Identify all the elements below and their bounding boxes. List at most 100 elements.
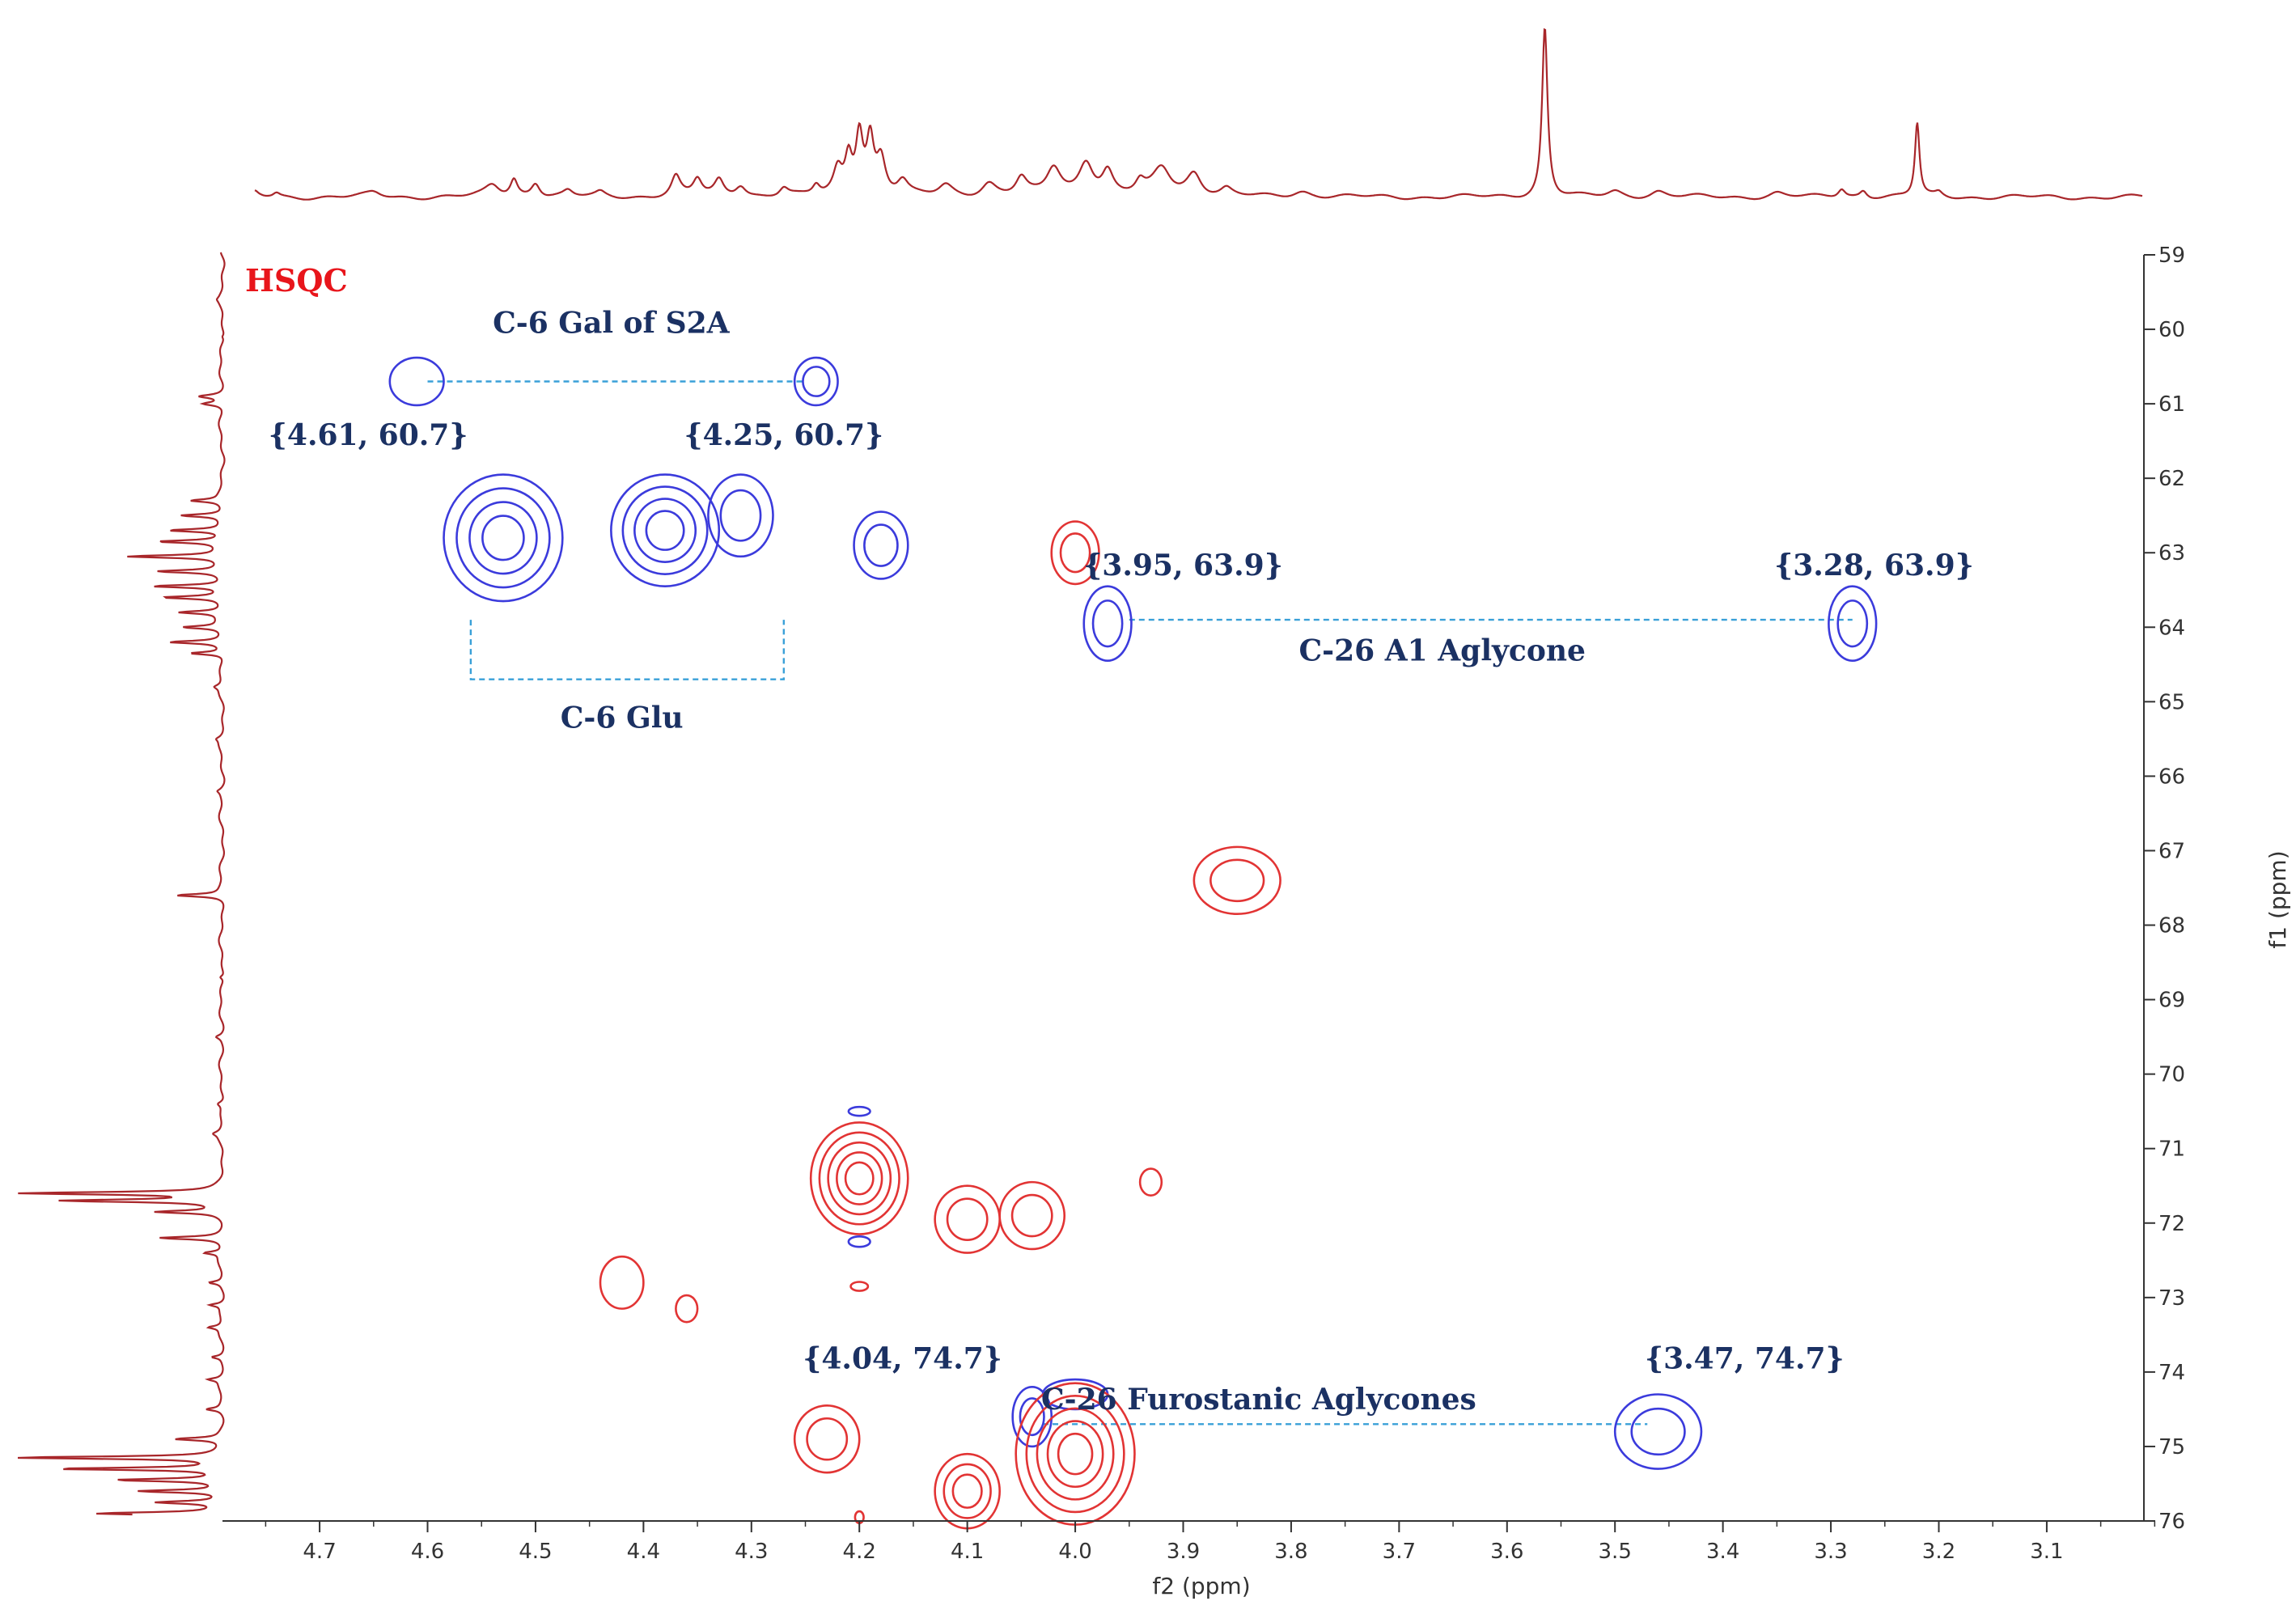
x-tick-label: 4.3	[735, 1540, 768, 1564]
y-tick-label: 76	[2158, 1510, 2185, 1534]
red-cross-peak	[809, 1121, 909, 1235]
contour-level	[1025, 1395, 1125, 1514]
x-tick-label: 3.5	[1599, 1540, 1632, 1564]
y-tick-label: 75	[2158, 1435, 2185, 1459]
f1-projection-line	[17, 252, 226, 1516]
red-cross-peak	[675, 1294, 699, 1324]
contour-level	[1082, 585, 1133, 663]
x-tick-label: 3.6	[1490, 1540, 1523, 1564]
contour-level	[793, 356, 839, 407]
f1-projection-trace	[17, 252, 226, 1516]
assignment-guides	[427, 380, 1853, 1425]
blue-cross-peak	[1613, 1393, 1703, 1470]
label-c6-gal: C-6 Gal of S2A	[493, 307, 731, 341]
contour-level	[793, 1404, 861, 1474]
contour-level	[633, 498, 697, 563]
contour-level	[809, 1121, 909, 1235]
contour-level	[847, 1105, 871, 1117]
contour-level	[1057, 1432, 1094, 1476]
contour-level	[1019, 1397, 1045, 1437]
red-cross-peak	[1192, 845, 1281, 916]
f2-projection-trace	[254, 28, 2143, 201]
blue-cross-peak	[793, 356, 839, 407]
contour-level	[1046, 1420, 1104, 1489]
contour-level	[951, 1473, 983, 1509]
contour-level	[719, 489, 762, 542]
guide-c6-glu	[469, 620, 786, 680]
blue-cross-peak	[707, 473, 774, 558]
label-c26-furostanic: C-26 Furostanic Aglycones	[1041, 1383, 1476, 1417]
contour-level	[675, 1294, 699, 1324]
contour-level	[1209, 858, 1265, 903]
contour-level	[1836, 599, 1869, 648]
contour-level	[1613, 1393, 1703, 1470]
x-tick-label: 4.1	[951, 1540, 984, 1564]
blue-cross-peak	[1082, 585, 1133, 663]
blue-cross-peak	[847, 1105, 871, 1117]
contour-level	[844, 1161, 875, 1196]
contour-level	[836, 1151, 883, 1205]
y-tick-label: 73	[2158, 1286, 2185, 1311]
label-c6-glu: C-6 Glu	[561, 701, 684, 735]
contour-level	[455, 487, 551, 589]
y-tick-label: 65	[2158, 690, 2185, 714]
blue-cross-peak	[610, 473, 721, 587]
blue-cross-peak	[853, 510, 909, 580]
label-3-47-74-7: {3.47, 74.7}	[1645, 1341, 1845, 1375]
contour-level	[1059, 532, 1091, 574]
red-cross-peak	[599, 1255, 645, 1310]
red-cross-peak	[1050, 520, 1100, 586]
cross-peak-contours	[388, 356, 1878, 1530]
contour-level	[468, 501, 538, 575]
contour-level	[806, 1417, 849, 1461]
contour-level	[599, 1255, 645, 1310]
blue-cross-peak	[847, 1235, 871, 1248]
label-4-61-60-7: {4.61, 60.7}	[269, 418, 468, 452]
y-tick-label: 59	[2158, 244, 2185, 268]
contour-level	[707, 473, 774, 558]
y-tick-label: 74	[2158, 1361, 2185, 1385]
x-tick-label: 3.4	[1706, 1540, 1739, 1564]
red-cross-peak	[1015, 1382, 1136, 1526]
label-3-95-63-9: {3.95, 63.9}	[1083, 549, 1283, 582]
contour-level	[998, 1180, 1066, 1251]
y-tick-label: 64	[2158, 616, 2185, 640]
contour-level	[481, 515, 525, 561]
y-tick-label: 62	[2158, 467, 2185, 491]
contour-level	[802, 366, 831, 397]
x-tick-label: 4.7	[303, 1540, 336, 1564]
contour-level	[621, 485, 709, 575]
red-cross-peak	[849, 1281, 870, 1292]
blue-cross-peak	[1011, 1385, 1053, 1448]
x-tick-label: 4.4	[627, 1540, 660, 1564]
y-tick-label: 67	[2158, 839, 2185, 863]
contour-level	[443, 473, 564, 603]
red-cross-peak	[998, 1180, 1066, 1251]
red-cross-peak	[793, 1404, 861, 1474]
contour-level	[388, 356, 445, 407]
axes: 4.7 4.6 4.5 4.4 4.3 4.2 4.1 4.0 3.9 3.8 3.7 3.6 3.5 3…	[222, 244, 2185, 1564]
contour-level	[1828, 585, 1878, 663]
x-tick-label: 3.8	[1274, 1540, 1307, 1564]
contour-level	[863, 523, 899, 567]
annotations: C-6 Gal of S2A {4.61, 60.7} {4.25, 60.7} {3…	[269, 307, 1974, 1417]
x-tick-label: 3.3	[1814, 1540, 1847, 1564]
x-tick-label: 3.7	[1383, 1540, 1416, 1564]
f2-projection-line	[254, 28, 2143, 201]
blue-cross-peak	[443, 473, 564, 603]
x-tick-label: 3.1	[2030, 1540, 2063, 1564]
y-tick-label: 63	[2158, 541, 2185, 566]
contour-level	[849, 1281, 870, 1292]
y-tick-label: 70	[2158, 1063, 2185, 1087]
y-tick-label: 60	[2158, 318, 2185, 342]
x-axis-title: f2 (ppm)	[1152, 1573, 1250, 1599]
y-tick-label: 69	[2158, 989, 2185, 1013]
contour-level	[847, 1235, 871, 1248]
contour-level	[1011, 1385, 1053, 1448]
label-3-28-63-9: {3.28, 63.9}	[1774, 549, 1974, 582]
x-tick-label: 4.0	[1058, 1540, 1091, 1564]
label-4-04-74-7: {4.04, 74.7}	[803, 1341, 1002, 1375]
contour-level	[1036, 1407, 1115, 1501]
